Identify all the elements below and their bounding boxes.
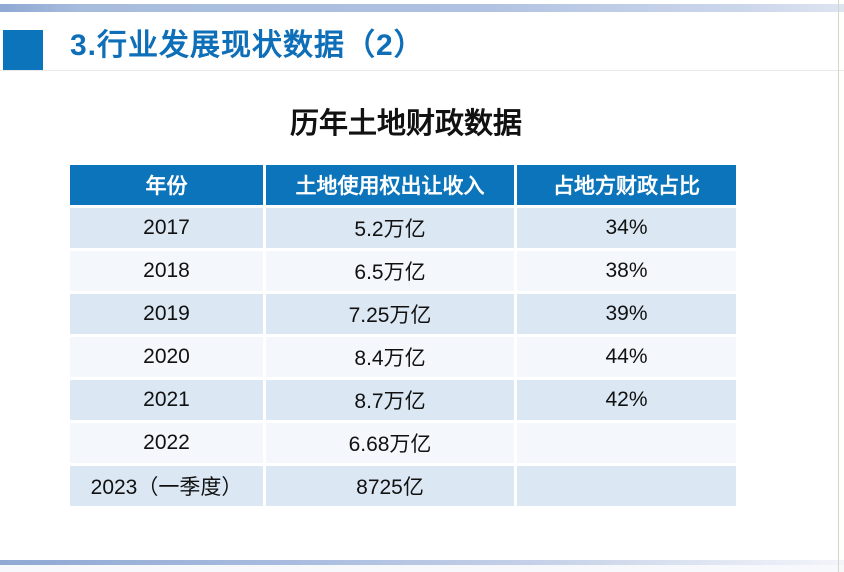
table-cell-income: 5.2万亿 <box>266 208 514 248</box>
table-cell-income: 8725亿 <box>266 466 514 506</box>
table-cell-ratio: 34% <box>517 208 736 248</box>
table-cell-year: 2017 <box>70 208 263 248</box>
heading-divider-line <box>0 70 844 71</box>
table-cell-income: 6.68万亿 <box>266 423 514 463</box>
heading-accent-square <box>3 30 43 70</box>
table-cell-ratio: 39% <box>517 294 736 334</box>
table-cell-year: 2018 <box>70 251 263 291</box>
bottom-decoration-bar <box>0 560 844 565</box>
table-cell-ratio <box>517 466 736 506</box>
table-cell-year: 2019 <box>70 294 263 334</box>
table-cell-year: 2023（一季度） <box>70 466 263 506</box>
table-cell-income: 6.5万亿 <box>266 251 514 291</box>
table-cell-ratio: 38% <box>517 251 736 291</box>
table-cell-income: 8.7万亿 <box>266 380 514 420</box>
table-cell-ratio <box>517 423 736 463</box>
land-finance-table: 年份 土地使用权出让收入 占地方财政占比 2017 5.2万亿 34% 2018… <box>70 165 736 506</box>
slide-heading: 3.行业发展现状数据（2） <box>70 29 425 62</box>
table-cell-year: 2020 <box>70 337 263 377</box>
table-cell-ratio: 44% <box>517 337 736 377</box>
column-header-ratio: 占地方财政占比 <box>517 165 736 205</box>
slide-right-edge-line <box>838 0 839 572</box>
table-title: 历年土地财政数据 <box>289 108 522 140</box>
table-cell-income: 8.4万亿 <box>266 337 514 377</box>
bottom-strip <box>0 565 844 572</box>
column-header-income: 土地使用权出让收入 <box>266 165 514 205</box>
table-cell-income: 7.25万亿 <box>266 294 514 334</box>
table-cell-ratio: 42% <box>517 380 736 420</box>
table-cell-year: 2022 <box>70 423 263 463</box>
column-header-year: 年份 <box>70 165 263 205</box>
top-decoration-bar <box>0 4 844 12</box>
table-cell-year: 2021 <box>70 380 263 420</box>
